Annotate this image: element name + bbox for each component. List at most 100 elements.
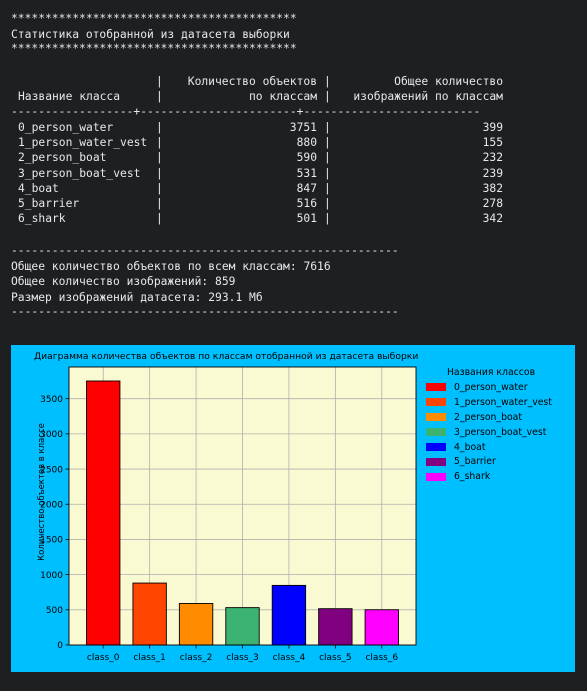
row-object-count: 501: [296, 212, 317, 226]
row-object-count: 880: [296, 136, 317, 150]
column-separator: |: [324, 90, 331, 103]
column-separator: |: [156, 197, 163, 210]
plot-frame: [68, 366, 417, 646]
legend-label: 2_person_boat: [454, 411, 523, 423]
bar-class_6: [364, 609, 399, 646]
y-tick-label: 2500: [40, 465, 63, 475]
column-separator: |: [156, 75, 163, 88]
legend-swatch: [426, 398, 446, 407]
x-tick-label: class_1: [133, 653, 166, 663]
chart-legend: Названия классов 0_person_water 1_person_…: [421, 367, 567, 484]
row-class-name: 3_person_boat_vest: [18, 166, 141, 180]
chart-title: Диаграмма количества объектов по классам…: [34, 351, 419, 362]
header-objects-line1: Количество объектов: [187, 75, 317, 88]
y-tick-label: 1500: [40, 536, 63, 546]
stars-line-top: ****************************************…: [11, 12, 297, 25]
bar-chart: 0 500 1000 1500 2000 2500 3000 3500 class_0 class…: [40, 366, 417, 663]
legend-item: 2_person_boat: [421, 410, 567, 425]
bar-class_3: [225, 607, 260, 646]
y-tick-label: 3000: [40, 430, 63, 440]
legend-label: 6_shark: [454, 471, 491, 483]
legend-swatch: [426, 457, 446, 466]
dashes-top: ----------------------------------------…: [11, 244, 399, 257]
chart-figure: Диаграмма количества объектов по классам…: [11, 345, 575, 672]
legend-label: 0_person_water: [454, 381, 528, 393]
row-object-count: 847: [296, 181, 317, 195]
row-image-count: 382: [482, 181, 503, 195]
legend-item: 1_person_water_vest: [421, 395, 567, 410]
column-separator: |: [156, 121, 163, 134]
column-separator: |: [156, 212, 163, 226]
column-separator: |: [156, 181, 163, 195]
legend-item: 4_boat: [421, 440, 567, 455]
table-rule: ------------------+---------------------…: [11, 105, 481, 118]
header-objects-line2: по классам: [248, 90, 317, 103]
column-separator: |: [156, 136, 163, 150]
column-separator: |: [156, 151, 163, 165]
row-class-name: 6_shark: [18, 212, 66, 226]
legend-title: Названия классов: [446, 367, 536, 378]
bar-class_2: [178, 603, 214, 646]
summary-total-images: Общее количество изображений: 859: [11, 275, 236, 288]
summary-dataset-size: Размер изображений датасета: 293.1 Мб: [11, 291, 263, 304]
stars-line-bottom: ****************************************…: [11, 42, 297, 55]
summary-total-objects: Общее количество объектов по всем класса…: [11, 260, 331, 273]
x-tick-label: class_4: [273, 653, 306, 663]
row-image-count: 232: [482, 151, 503, 165]
bar-class_4: [271, 584, 307, 646]
legend-items: 0_person_water 1_person_water_vest 2_perso…: [421, 380, 567, 484]
row-object-count: 516: [296, 197, 317, 210]
column-separator: |: [156, 90, 163, 103]
column-separator: |: [324, 75, 331, 88]
dashes-bottom: ----------------------------------------…: [11, 305, 399, 318]
x-tick-label: class_0: [87, 653, 120, 663]
legend-item: 5_barrier: [421, 454, 567, 469]
column-separator: |: [324, 181, 331, 195]
y-tick-label: 1000: [40, 571, 63, 581]
y-tick-label: 500: [46, 606, 63, 616]
legend-swatch: [426, 428, 446, 437]
legend-item: 3_person_boat_vest: [421, 425, 567, 440]
bar-class_0: [86, 380, 121, 646]
row-object-count: 531: [296, 166, 317, 180]
legend-swatch: [426, 413, 446, 422]
row-class-name: 1_person_water_vest: [18, 136, 148, 150]
legend-label: 1_person_water_vest: [454, 396, 552, 408]
row-class-name: 0_person_water: [18, 121, 114, 134]
header-images-line2: изображений по классам: [353, 90, 503, 103]
header-class-name: Название класса: [18, 90, 121, 103]
row-object-count: 3751: [289, 121, 317, 134]
row-class-name: 2_person_boat: [18, 151, 107, 165]
row-class-name: 5_barrier: [18, 197, 80, 210]
column-separator: |: [324, 212, 331, 226]
legend-swatch: [426, 472, 446, 481]
column-separator: |: [324, 166, 331, 180]
row-image-count: 399: [482, 121, 503, 134]
legend-item: 0_person_water: [421, 380, 567, 395]
x-tick-label: class_6: [365, 653, 398, 663]
row-class-name: 4_boat: [18, 181, 59, 195]
x-tick-label: class_3: [226, 653, 259, 663]
legend-label: 3_person_boat_vest: [454, 426, 547, 438]
y-tick-label: 3500: [40, 395, 63, 405]
report-heading: Статистика отобранной из датасета выборк…: [11, 28, 290, 41]
x-tick-label: class_2: [180, 653, 213, 663]
legend-swatch: [426, 443, 446, 451]
y-tick-label: 2000: [40, 500, 63, 510]
legend-label: 4_boat: [454, 441, 486, 453]
row-image-count: 239: [482, 166, 503, 180]
column-separator: |: [324, 151, 331, 165]
legend-swatch: [426, 383, 446, 392]
header-images-line1: Общее количество: [394, 75, 503, 88]
bar-class_1: [132, 582, 167, 646]
row-object-count: 590: [296, 151, 317, 165]
row-image-count: 155: [482, 136, 503, 150]
y-tick-label: 0: [57, 641, 63, 651]
row-image-count: 342: [482, 212, 503, 226]
x-tick-label: class_5: [319, 653, 352, 663]
bar-class_5: [318, 608, 353, 646]
column-separator: |: [324, 197, 331, 210]
row-image-count: 278: [482, 197, 503, 210]
column-separator: |: [324, 121, 331, 134]
legend-item: 6_shark: [421, 469, 567, 484]
